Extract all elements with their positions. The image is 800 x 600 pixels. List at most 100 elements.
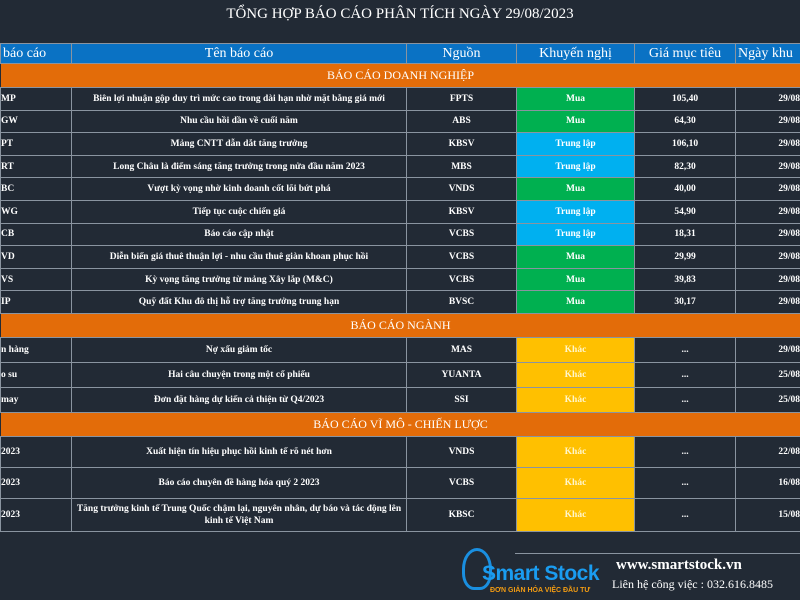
page-title: TỔNG HỢP BÁO CÁO PHÂN TÍCH NGÀY 29/08/20… — [226, 6, 574, 22]
target-price-cell: 40,00 — [634, 177, 736, 201]
source-cell: YUANTA — [406, 361, 517, 388]
source-cell: VNDS — [406, 177, 517, 201]
report-name-cell: Báo cáo chuyên đề hàng hóa quý 2 2023 — [71, 466, 407, 499]
recommendation-cell: Trung lập — [516, 154, 635, 179]
source-cell: KBSC — [406, 497, 517, 532]
table-row[interactable]: MP Biên lợi nhuận gộp duy trì mức cao tro… — [0, 87, 800, 111]
report-code-cell: WG — [0, 199, 72, 224]
source-cell: VCBS — [406, 466, 517, 499]
report-code-cell: VS — [0, 267, 72, 292]
date-cell: 29/08 — [735, 267, 800, 292]
section-title: BÁO CÁO NGÀNH — [0, 312, 800, 338]
recommendation-cell: Khác — [516, 497, 635, 532]
date-cell: 29/08 — [735, 290, 800, 314]
report-name-cell: Vượt kỳ vọng nhờ kinh doanh cốt lõi bứt … — [71, 177, 407, 201]
table-row[interactable]: 2023 Tăng trưởng kinh tế Trung Quốc chậm … — [0, 497, 800, 532]
footer: Smart Stock ĐƠN GIẢN HÓA VIỆC ĐẦU TƯ www… — [0, 540, 800, 600]
col-header-source: Nguồn — [406, 43, 517, 64]
report-name-cell: Quỹ đất Khu đô thị hỗ trợ tăng trưởng tr… — [71, 290, 407, 314]
date-cell: 25/08 — [735, 361, 800, 388]
logo-tagline: ĐƠN GIẢN HÓA VIỆC ĐẦU TƯ — [490, 587, 591, 594]
contact-info: Liên hệ công việc : 032.616.8485 — [612, 577, 773, 591]
table-row[interactable]: GW Nhu cầu hồi dần về cuối năm ABS Mua 64,30… — [0, 109, 800, 134]
target-price-cell: 106,10 — [634, 132, 736, 156]
date-cell: 22/08 — [735, 435, 800, 468]
divider — [515, 553, 800, 554]
report-code-cell: 2023 — [0, 497, 72, 532]
source-cell: VCBS — [406, 267, 517, 292]
report-name-cell: Long Châu là điểm sáng tăng trưởng trong… — [71, 154, 407, 179]
table-row[interactable]: CB Báo cáo cập nhật VCBS Trung lập 18,31 29/0… — [0, 222, 800, 247]
recommendation-cell: Khác — [516, 361, 635, 388]
col-header-date: Ngày khu — [735, 43, 800, 64]
col-header-recommendation: Khuyến nghị — [516, 43, 635, 64]
smartstock-logo: Smart Stock ĐƠN GIẢN HÓA VIỆC ĐẦU TƯ — [462, 548, 612, 598]
report-name-cell: Báo cáo cập nhật — [71, 222, 407, 247]
recommendation-cell: Mua — [516, 87, 635, 111]
table-row[interactable]: WG Tiếp tục cuộc chiến giá KBSV Trung lập 54… — [0, 199, 800, 224]
report-code-cell: may — [0, 386, 72, 413]
section-header: BÁO CÁO VĨ MÔ - CHIẾN LƯỢC — [0, 411, 800, 437]
report-code-cell: 2023 — [0, 435, 72, 468]
date-cell: 29/08 — [735, 336, 800, 363]
report-name-cell: Hai câu chuyện trong một cổ phiếu — [71, 361, 407, 388]
recommendation-cell: Trung lập — [516, 199, 635, 224]
logo-text: Smart Stock — [482, 562, 600, 585]
report-code-cell: 2023 — [0, 466, 72, 499]
date-cell: 16/08 — [735, 466, 800, 499]
report-name-cell: Nhu cầu hồi dần về cuối năm — [71, 109, 407, 134]
source-cell: VNDS — [406, 435, 517, 468]
target-price-cell: 29,99 — [634, 245, 736, 269]
col-header-target-price: Giá mục tiêu — [634, 43, 736, 64]
target-price-cell: ... — [634, 466, 736, 499]
source-cell: BVSC — [406, 290, 517, 314]
target-price-cell: ... — [634, 361, 736, 388]
table-row[interactable]: PT Mảng CNTT dẫn dắt tăng trưởng KBSV Trung… — [0, 132, 800, 156]
report-name-cell: Tiếp tục cuộc chiến giá — [71, 199, 407, 224]
recommendation-cell: Khác — [516, 435, 635, 468]
table-row[interactable]: o su Hai câu chuyện trong một cổ phiếu YUA… — [0, 361, 800, 388]
report-code-cell: VD — [0, 245, 72, 269]
report-code-cell: n hàng — [0, 336, 72, 363]
table-row[interactable]: IP Quỹ đất Khu đô thị hỗ trợ tăng trưởng … — [0, 290, 800, 314]
date-cell: 29/08 — [735, 87, 800, 111]
report-code-cell: MP — [0, 87, 72, 111]
source-cell: KBSV — [406, 132, 517, 156]
table-row[interactable]: n hàng Nợ xấu giảm tốc MAS Khác... 29/08 — [0, 336, 800, 363]
date-cell: 25/08 — [735, 386, 800, 413]
target-price-cell: ... — [634, 336, 736, 363]
recommendation-cell: Khác — [516, 386, 635, 413]
table-row[interactable]: RT Long Châu là điểm sáng tăng trưởng tro… — [0, 154, 800, 179]
table-row[interactable]: 2023 Báo cáo chuyên đề hàng hóa quý 2 202… — [0, 466, 800, 499]
website-link[interactable]: www.smartstock.vn — [616, 557, 742, 573]
table-row[interactable]: may Đơn đặt hàng dự kiến cả thiện từ Q4/2… — [0, 386, 800, 413]
date-cell: 29/08 — [735, 132, 800, 156]
table-header: báo cáo Tên báo cáo Nguồn Khuyến nghị Gi… — [0, 43, 800, 64]
recommendation-cell: Mua — [516, 290, 635, 314]
table-row[interactable]: 2023 Xuất hiện tín hiệu phục hồi kinh tế … — [0, 435, 800, 468]
target-price-cell: 64,30 — [634, 109, 736, 134]
report-table: báo cáo Tên báo cáo Nguồn Khuyến nghị Gi… — [0, 43, 800, 532]
recommendation-cell: Khác — [516, 466, 635, 499]
table-row[interactable]: VS Kỳ vọng tăng trưởng từ mảng Xây lắp (M… — [0, 267, 800, 292]
table-row[interactable]: VD Diễn biến giá thuê thuận lợi - nhu cầu… — [0, 245, 800, 269]
table-row[interactable]: BC Vượt kỳ vọng nhờ kinh doanh cốt lõi bứ… — [0, 177, 800, 201]
recommendation-cell: Trung lập — [516, 222, 635, 247]
date-cell: 29/08 — [735, 245, 800, 269]
target-price-cell: 54,90 — [634, 199, 736, 224]
date-cell: 29/08 — [735, 177, 800, 201]
section-title: BÁO CÁO DOANH NGHIỆP — [0, 63, 800, 88]
report-name-cell: Đơn đặt hàng dự kiến cả thiện từ Q4/2023 — [71, 386, 407, 413]
target-price-cell: ... — [634, 386, 736, 413]
recommendation-cell: Mua — [516, 267, 635, 292]
source-cell: ABS — [406, 109, 517, 134]
report-name-cell: Biên lợi nhuận gộp duy trì mức cao trong… — [71, 87, 407, 111]
source-cell: KBSV — [406, 199, 517, 224]
report-code-cell: RT — [0, 154, 72, 179]
target-price-cell: 105,40 — [634, 87, 736, 111]
report-name-cell: Tăng trưởng kinh tế Trung Quốc chậm lại,… — [71, 497, 407, 532]
target-price-cell: 82,30 — [634, 154, 736, 179]
section-title: BÁO CÁO VĨ MÔ - CHIẾN LƯỢC — [0, 411, 800, 437]
report-code-cell: CB — [0, 222, 72, 247]
date-cell: 15/08 — [735, 497, 800, 532]
